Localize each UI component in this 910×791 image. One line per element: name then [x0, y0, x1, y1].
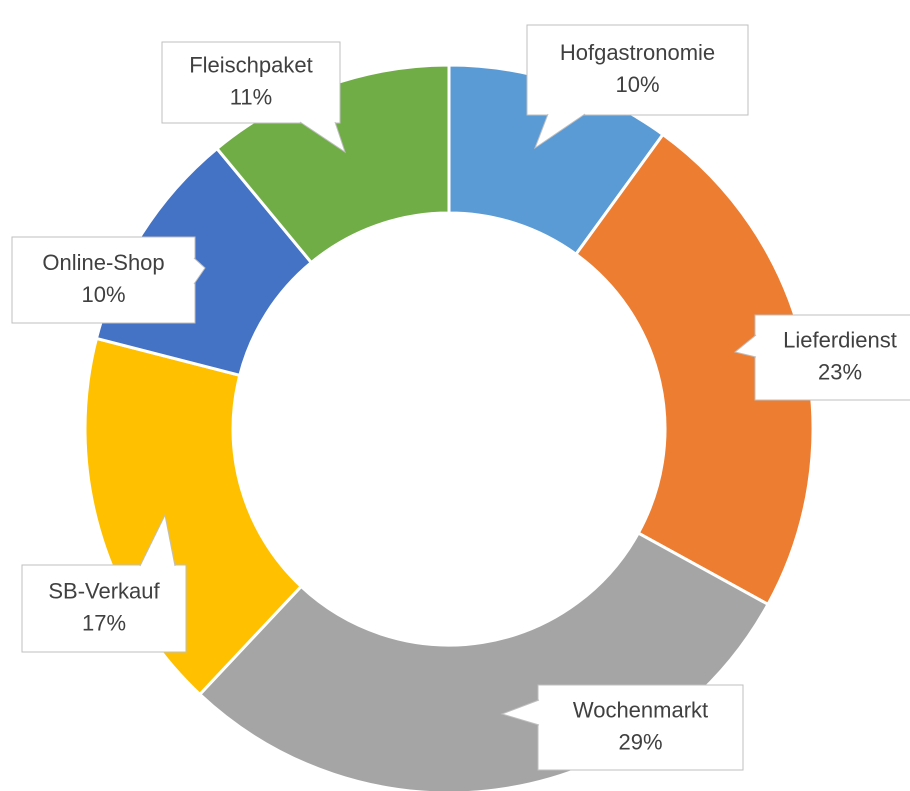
category-label: Lieferdienst [783, 327, 897, 352]
label-pointer [500, 699, 540, 726]
value-label: 17% [82, 610, 126, 635]
label-box [21, 564, 187, 653]
category-label: Fleischpaket [189, 52, 313, 77]
category-label: Hofgastronomie [560, 40, 715, 65]
category-label: Wochenmarkt [573, 697, 708, 722]
label-box [11, 236, 196, 324]
label-pointer [299, 121, 346, 154]
label-box [161, 41, 341, 124]
category-label: SB-Verkauf [48, 578, 160, 603]
label-box [754, 314, 910, 401]
value-label: 10% [81, 282, 125, 307]
category-label: Online-Shop [42, 250, 164, 275]
label-box [537, 684, 744, 771]
value-label: 23% [818, 359, 862, 384]
value-label: 11% [230, 84, 272, 109]
label-box [526, 24, 749, 116]
value-label: 10% [615, 72, 659, 97]
donut-slice [573, 132, 815, 607]
label-pointer [533, 113, 586, 150]
label-pointer [139, 513, 176, 567]
label-pointer [733, 334, 757, 358]
value-label: 29% [618, 729, 662, 754]
label-pointer [193, 257, 206, 285]
